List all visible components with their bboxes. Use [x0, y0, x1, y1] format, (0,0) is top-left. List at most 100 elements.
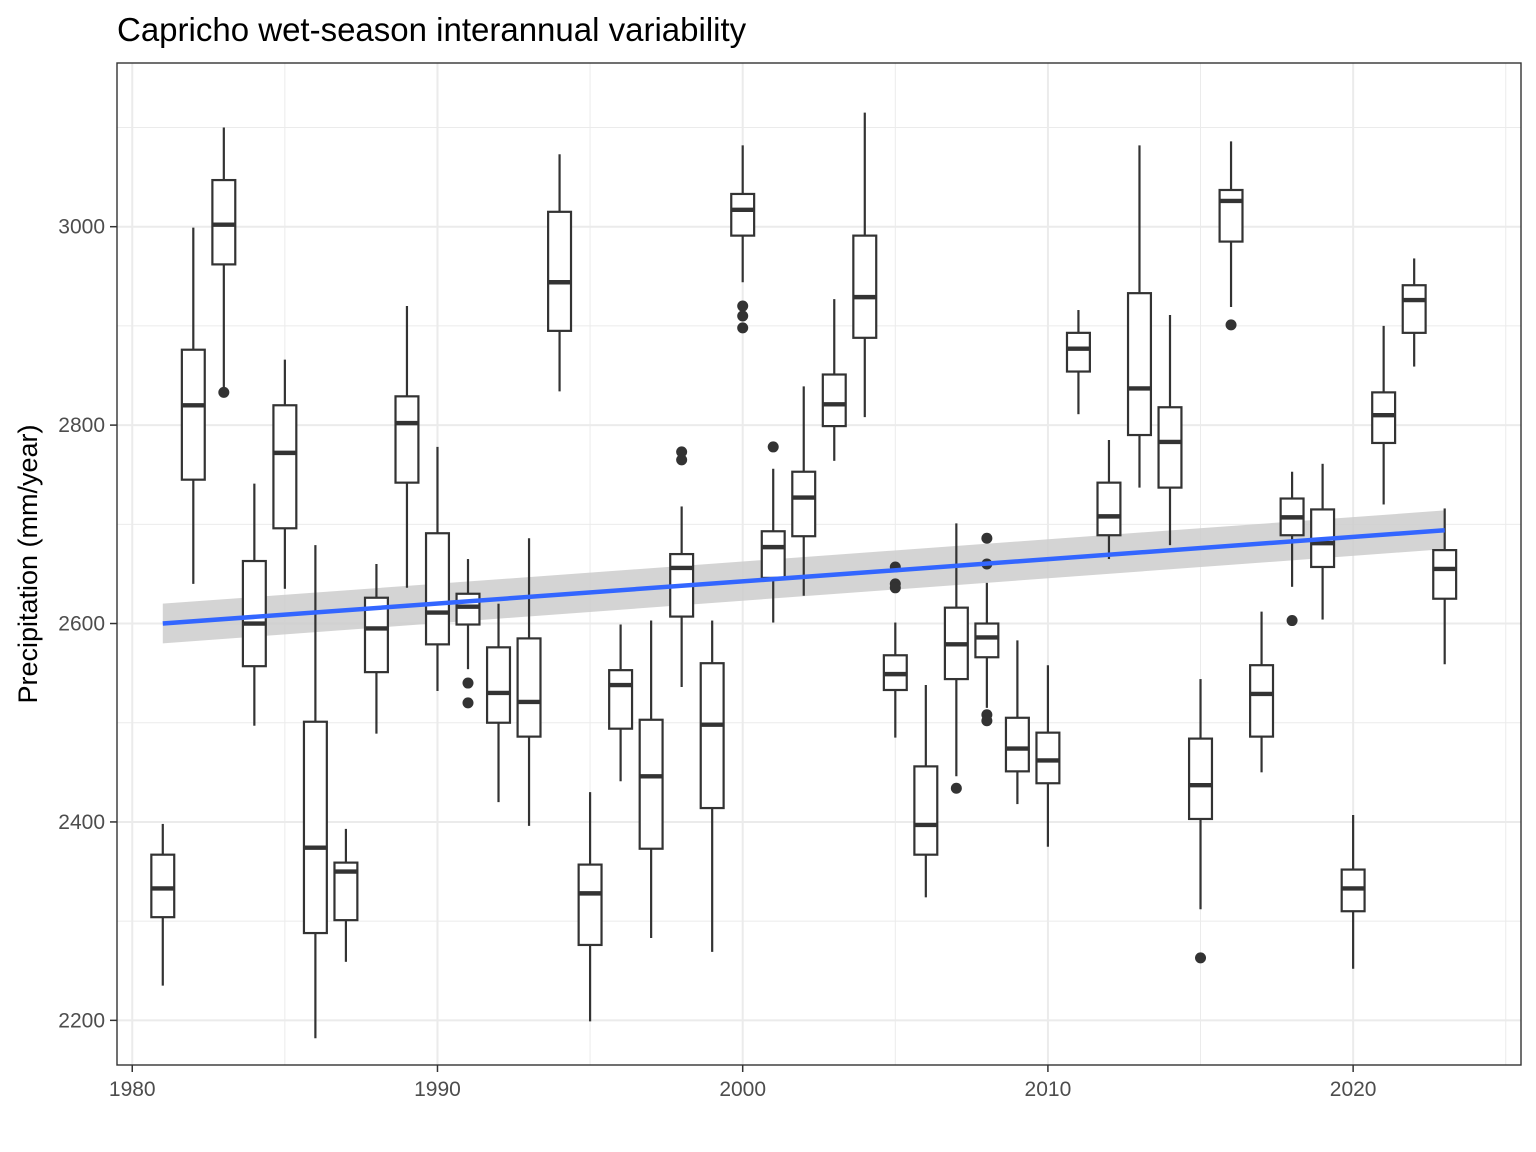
box-1990 [424, 446, 451, 691]
box-1987 [333, 828, 359, 962]
outlier-point [462, 697, 474, 709]
box-2000 [730, 145, 756, 334]
box-1982 [180, 227, 206, 584]
box-iqr [974, 622, 1000, 659]
y-axis: 2200 2400 2600 2800 3000 [58, 216, 117, 1032]
box-2017 [1249, 611, 1275, 773]
box-1997 [638, 620, 664, 939]
box-1985 [272, 359, 298, 589]
box-iqr [1157, 406, 1183, 489]
outlier-point [981, 532, 993, 544]
outlier-point [676, 454, 688, 466]
box-1995 [577, 792, 603, 1022]
box-iqr [272, 404, 298, 530]
box-2020 [1340, 814, 1366, 969]
box-1986 [302, 545, 328, 1039]
box-2010 [1035, 665, 1061, 847]
box-iqr [424, 532, 451, 646]
box-iqr [363, 596, 389, 674]
outlier-point [889, 582, 901, 594]
y-tick-label: 2800 [58, 414, 105, 437]
box-iqr [485, 646, 512, 724]
y-tick-label: 2600 [58, 613, 105, 636]
box-iqr [1004, 716, 1030, 773]
x-tick-label: 2010 [1025, 1078, 1072, 1101]
box-2016 [1218, 141, 1244, 331]
box-iqr [791, 470, 817, 538]
box-1984 [241, 483, 267, 726]
box-iqr [302, 720, 328, 935]
box-iqr [821, 373, 847, 428]
box-1989 [394, 306, 420, 588]
box-2021 [1371, 325, 1397, 505]
box-iqr [1096, 481, 1122, 537]
box-2009 [1004, 640, 1030, 805]
outlier-point [737, 322, 749, 334]
box-2011 [1065, 310, 1091, 415]
box-2023 [1432, 508, 1458, 665]
box-1983 [211, 127, 237, 398]
box-iqr [1371, 391, 1397, 445]
box-iqr [730, 192, 756, 237]
x-tick-label: 1990 [414, 1078, 461, 1101]
box-iqr [516, 637, 542, 738]
outlier-point [767, 441, 779, 453]
outlier-point [981, 715, 993, 727]
outlier-point [1195, 952, 1207, 964]
box-iqr [852, 234, 878, 339]
box-iqr [455, 592, 481, 626]
x-tick-label: 2000 [719, 1078, 766, 1101]
box-1992 [485, 603, 512, 803]
box-1988 [363, 564, 389, 734]
box-2014 [1157, 314, 1183, 546]
box-1994 [547, 154, 573, 392]
outlier-point [218, 386, 230, 398]
outlier-point [676, 446, 688, 458]
box-iqr [1065, 331, 1091, 373]
box-iqr [913, 765, 939, 856]
box-iqr [1249, 664, 1275, 738]
box-2002 [791, 386, 817, 596]
box-2022 [1401, 258, 1427, 367]
box-iqr [608, 669, 634, 730]
x-tick-label: 1980 [109, 1078, 156, 1101]
x-tick-label: 2020 [1330, 1078, 1377, 1101]
box-2001 [760, 441, 786, 623]
box-iqr [1432, 549, 1458, 600]
panel-border [116, 62, 1522, 1066]
chart-title: Capricho wet-season interannual variabil… [117, 11, 747, 48]
box-iqr [1401, 284, 1427, 334]
box-1993 [516, 538, 542, 826]
box-iqr [1187, 737, 1214, 821]
box-iqr [180, 348, 206, 481]
outlier-point [737, 300, 749, 312]
y-tick-label: 3000 [58, 216, 105, 239]
box-2012 [1096, 439, 1122, 560]
box-iqr [1218, 188, 1244, 243]
box-2018 [1279, 471, 1305, 627]
outlier-point [950, 782, 962, 794]
box-2003 [821, 299, 847, 461]
x-axis: 1980 1990 2000 2010 2020 [109, 1065, 1377, 1101]
box-1996 [608, 624, 634, 782]
box-iqr [1126, 292, 1153, 437]
box-iqr [211, 178, 237, 266]
box-iqr [333, 861, 359, 922]
box-iqr [1035, 731, 1061, 785]
box-iqr [699, 662, 725, 810]
box-iqr [150, 853, 176, 919]
box-2015 [1187, 679, 1214, 964]
box-2004 [852, 112, 878, 418]
box-iqr [394, 395, 420, 484]
box-1999 [699, 620, 725, 952]
outlier-point [462, 677, 474, 689]
y-axis-title: Precipitation (mm/year) [13, 424, 43, 703]
box-2006 [913, 685, 939, 898]
box-iqr [638, 718, 664, 850]
box-1981 [150, 823, 176, 986]
box-iqr [547, 210, 573, 332]
box-iqr [760, 530, 786, 579]
box-iqr [241, 559, 267, 668]
